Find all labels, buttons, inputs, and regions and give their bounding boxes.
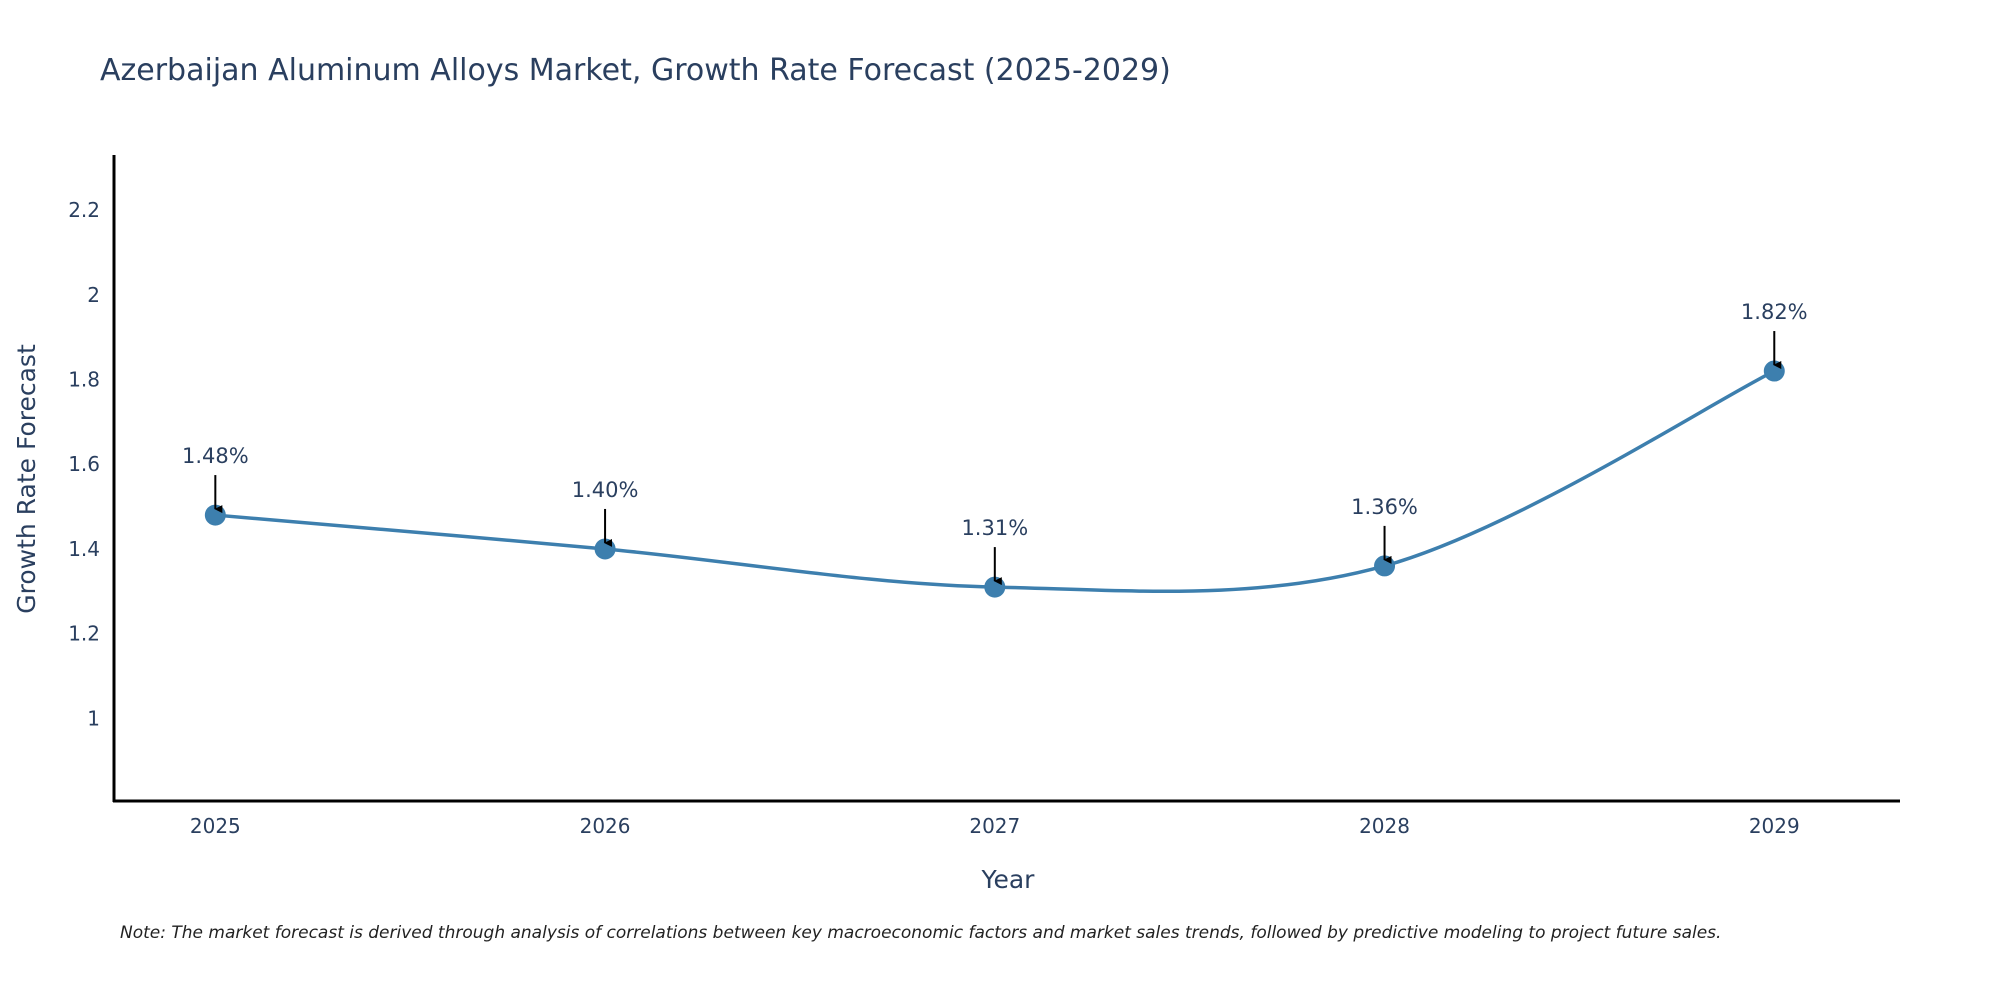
data-annotations: 1.48% 1.40% 1.31% 1.36% 1.82% <box>182 300 1808 586</box>
y-tick-label: 1.8 <box>68 368 100 392</box>
y-tick-label: 2.2 <box>68 198 100 222</box>
data-label: 1.48% <box>182 444 249 468</box>
x-tick-label: 2029 <box>1749 814 1800 838</box>
y-tick-label: 1 <box>87 706 100 730</box>
y-axis-title: Growth Rate Forecast <box>12 344 41 614</box>
data-label: 1.31% <box>961 516 1028 540</box>
x-tick-label: 2028 <box>1359 814 1410 838</box>
y-tick-label: 1.2 <box>68 622 100 646</box>
footnote: Note: The market forecast is derived thr… <box>120 923 1721 943</box>
x-tick-label: 2025 <box>190 814 241 838</box>
y-tick-label: 1.4 <box>68 537 100 561</box>
y-axis-ticks: 1 1.2 1.4 1.6 1.8 2 2.2 <box>68 198 100 730</box>
y-tick-label: 1.6 <box>68 452 100 476</box>
y-tick-label: 2 <box>87 283 100 307</box>
data-label: 1.36% <box>1351 495 1418 519</box>
x-tick-label: 2027 <box>969 814 1020 838</box>
x-axis-ticks: 2025 2026 2027 2028 2029 <box>190 814 1800 838</box>
data-label: 1.82% <box>1741 300 1808 324</box>
data-label: 1.40% <box>572 478 639 502</box>
x-tick-label: 2026 <box>580 814 631 838</box>
x-axis-title: Year <box>981 865 1036 894</box>
chart-title: Azerbaijan Aluminum Alloys Market, Growt… <box>100 53 1171 88</box>
